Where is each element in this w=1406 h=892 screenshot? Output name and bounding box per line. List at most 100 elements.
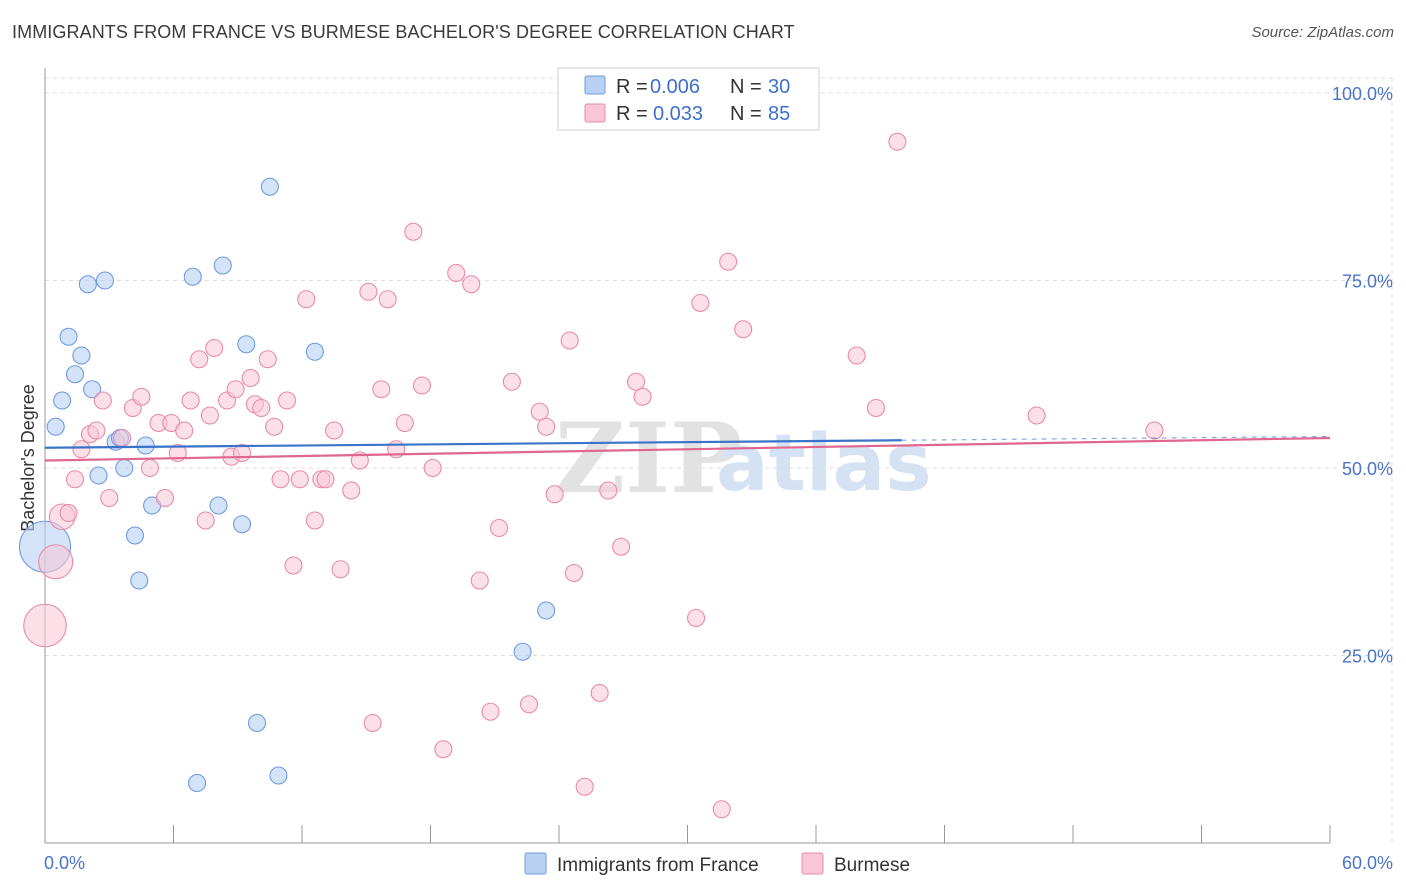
point-burmese-76 [719,252,738,271]
point-burmese-57 [470,571,489,590]
legend-r-label-1: R = [616,76,648,98]
point-burmese-10 [113,428,132,448]
point-france-18 [188,773,207,793]
point-burmese-54 [434,740,453,759]
point-burmese-61 [519,695,539,714]
y-tick-labels: 25.0% 50.0% 75.0% 100.0% [1332,84,1393,667]
axes [44,68,1331,844]
point-burmese-55 [447,263,466,283]
legend-r-value-2: 0.033 [653,103,703,125]
point-burmese-62 [530,402,549,421]
point-france-8 [89,466,108,485]
legend-r-value-1: 0.006 [650,76,700,98]
point-france-25 [269,766,288,785]
y-tick-label-2: 75.0% [1342,272,1393,292]
point-france-13 [125,526,144,545]
point-burmese-58 [481,702,500,721]
point-france-12 [115,458,134,478]
point-france-21 [232,515,252,534]
point-burmese-67 [575,777,594,796]
watermark-atlas: atlas [716,419,932,509]
trend-line-france [44,439,902,449]
point-burmese-77 [734,320,753,339]
legend-box: R = 0.006 N = 30 R = 0.033 N = 85 [557,67,820,131]
point-france-17 [183,267,202,286]
point-burmese-48 [378,290,397,309]
point-burmese-38 [305,511,324,530]
point-france-24 [260,177,279,196]
series-burmese-points [23,132,1164,819]
point-burmese-53 [423,458,442,478]
point-burmese-52 [412,376,431,395]
bottom-legend-label-france: Immigrants from France [557,855,759,876]
point-burmese-51 [404,222,423,241]
point-france-26 [305,342,324,361]
watermark-zip: ZIP [555,402,742,515]
y-tick-label-3: 100.0% [1332,84,1393,104]
point-burmese-75 [712,800,731,819]
point-burmese-66 [564,563,584,583]
point-burmese-35 [284,556,303,575]
bottom-legend-label-burmese: Burmese [834,855,910,876]
legend-n-label-1: N = [730,76,762,98]
point-burmese-1 [38,544,74,580]
y-tick-label-0: 25.0% [1342,647,1393,667]
point-france-1 [46,417,65,436]
point-france-22 [237,335,256,354]
point-france-19 [209,496,228,515]
point-burmese-59 [489,518,509,538]
point-burmese-74 [691,293,710,313]
point-france-7 [83,380,102,399]
point-burmese-15 [155,488,174,508]
point-burmese-20 [190,350,209,369]
bottom-legend-swatch-burmese [801,852,824,875]
point-burmese-72 [633,387,652,406]
point-burmese-12 [132,387,151,406]
point-france-9 [95,271,115,290]
point-burmese-82 [1145,421,1164,440]
point-burmese-18 [175,421,194,440]
point-france-27 [513,642,532,661]
point-france-3 [59,327,78,346]
point-burmese-21 [196,511,215,530]
legend-swatch-france [584,75,606,95]
point-burmese-22 [200,406,219,425]
point-burmese-30 [252,398,271,418]
trend-line-france-extension [901,435,1331,441]
point-burmese-50 [395,413,414,433]
point-burmese-0 [23,603,67,648]
point-burmese-70 [612,537,631,556]
point-burmese-26 [226,380,245,399]
point-burmese-33 [271,470,290,489]
point-burmese-19 [181,391,200,410]
point-burmese-81 [1027,406,1046,425]
point-burmese-64 [545,485,564,504]
point-burmese-8 [93,391,112,410]
legend-r-label-2: R = [616,103,648,125]
watermark: ZIP atlas [555,402,932,515]
point-burmese-9 [100,488,119,508]
bottom-legend: Immigrants from France Burmese [524,852,910,876]
point-burmese-65 [560,331,579,350]
point-france-14 [130,571,149,590]
point-france-5 [72,346,91,365]
x-tick-label-1: 60.0% [1342,853,1393,873]
legend-n-value-1: 30 [768,76,790,98]
point-burmese-41 [325,421,344,440]
x-tick-label-0: 0.0% [44,853,85,873]
legend-swatch-burmese [584,103,606,123]
point-burmese-34 [277,391,297,410]
point-burmese-23 [205,338,224,358]
point-france-4 [65,365,85,384]
point-burmese-68 [590,683,609,703]
point-burmese-71 [627,372,646,391]
point-france-2 [53,391,72,410]
point-burmese-47 [372,380,391,399]
y-tick-label-1: 50.0% [1342,459,1393,479]
point-burmese-13 [140,458,159,478]
point-burmese-60 [502,372,521,391]
point-burmese-80 [888,132,907,151]
bottom-legend-swatch-france [524,852,547,875]
point-france-28 [537,601,556,620]
point-france-23 [247,713,267,733]
